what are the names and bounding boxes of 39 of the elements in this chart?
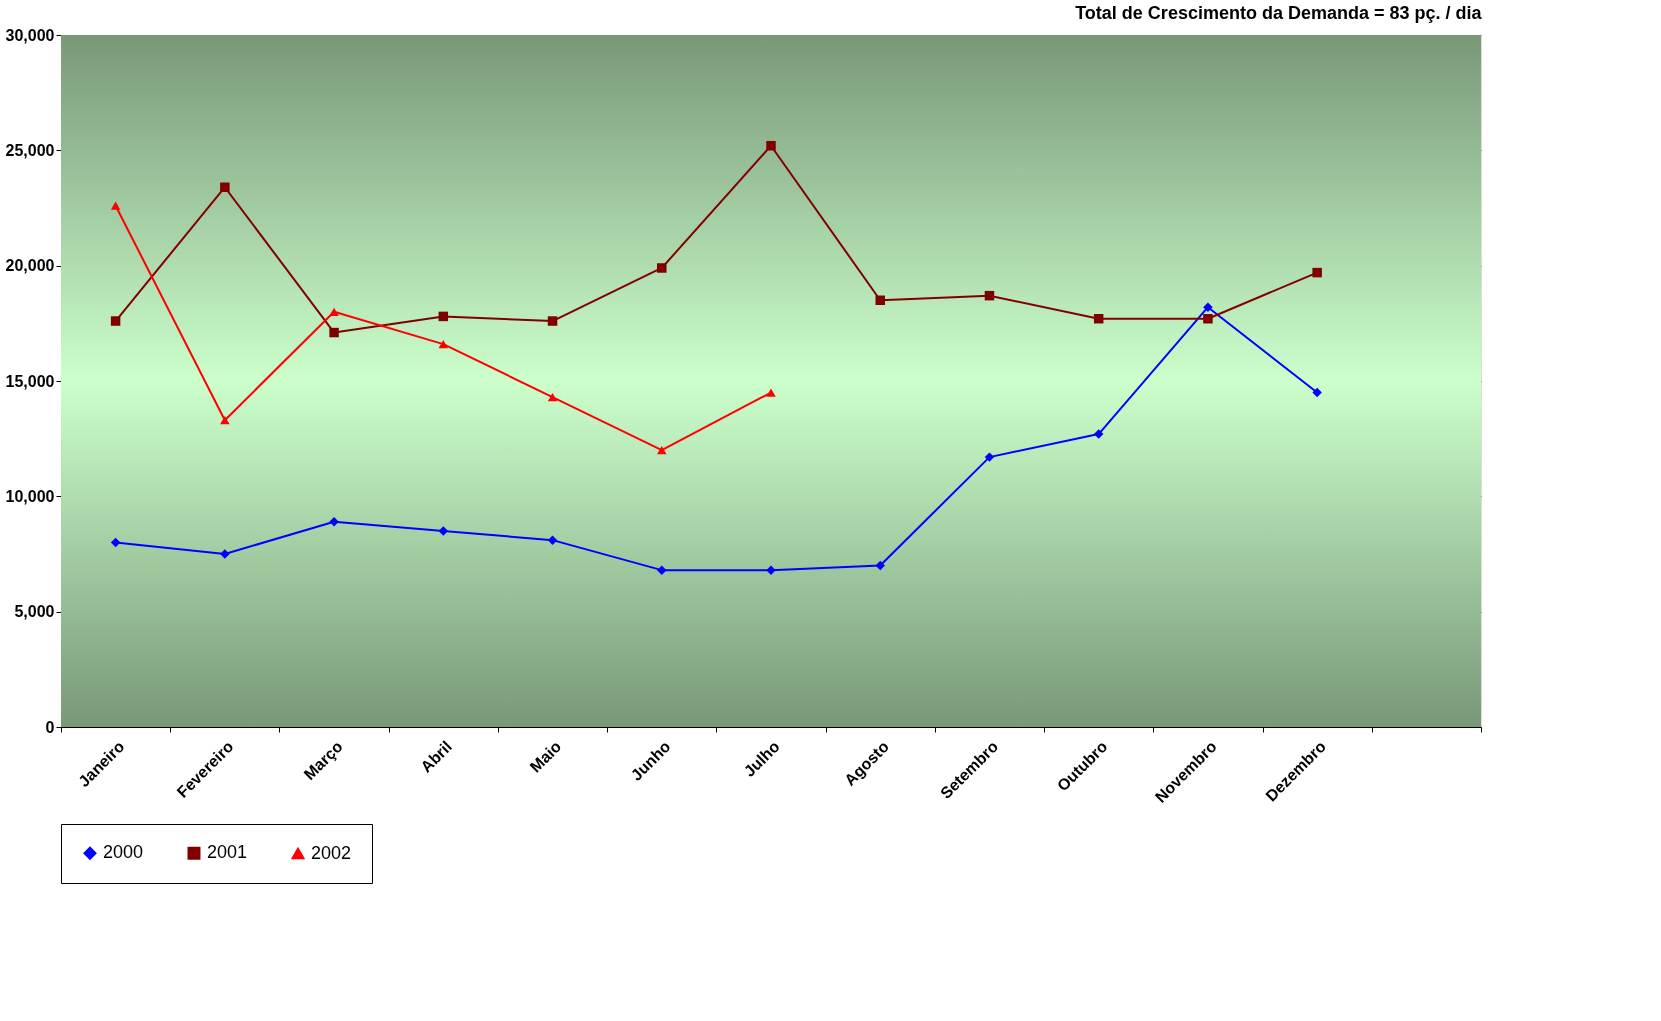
y-tick-label: 30,000: [5, 26, 55, 44]
point: [110, 201, 121, 210]
point: [329, 516, 339, 527]
y-tick-label: 25,000: [5, 141, 55, 159]
y-tick-label: 5,000: [14, 603, 55, 621]
legend-label: 2000: [103, 842, 144, 863]
point: [110, 316, 121, 326]
legend-label: 2001: [207, 842, 248, 863]
point: [657, 565, 667, 575]
point: [875, 560, 885, 571]
point: [766, 388, 776, 397]
point: [657, 263, 667, 273]
point: [220, 182, 230, 192]
point: [657, 446, 667, 455]
point: [1312, 387, 1322, 398]
point: [1093, 429, 1104, 439]
chart-title: Total de Crescimento da Demanda = 83 pç. / dia: [1075, 3, 1483, 23]
point: [1203, 313, 1213, 324]
y-tick-label: 0: [45, 718, 55, 736]
point: [438, 311, 449, 322]
point: [984, 290, 995, 301]
y-tick-label: 20,000: [5, 257, 55, 275]
point: [438, 526, 449, 536]
legend-label: 2002: [311, 842, 352, 863]
point: [547, 535, 558, 545]
point: [875, 295, 885, 306]
point: [1093, 313, 1104, 324]
point: [1312, 267, 1322, 278]
point: [329, 327, 339, 338]
point: [766, 140, 776, 151]
point: [220, 416, 230, 425]
point: [984, 452, 995, 462]
point: [110, 537, 121, 548]
point: [438, 339, 449, 349]
y-tick-label: 15,000: [5, 372, 55, 390]
point: [547, 393, 558, 402]
point: [329, 307, 339, 316]
point: [547, 316, 558, 326]
y-tick-label: 10,000: [5, 487, 55, 505]
